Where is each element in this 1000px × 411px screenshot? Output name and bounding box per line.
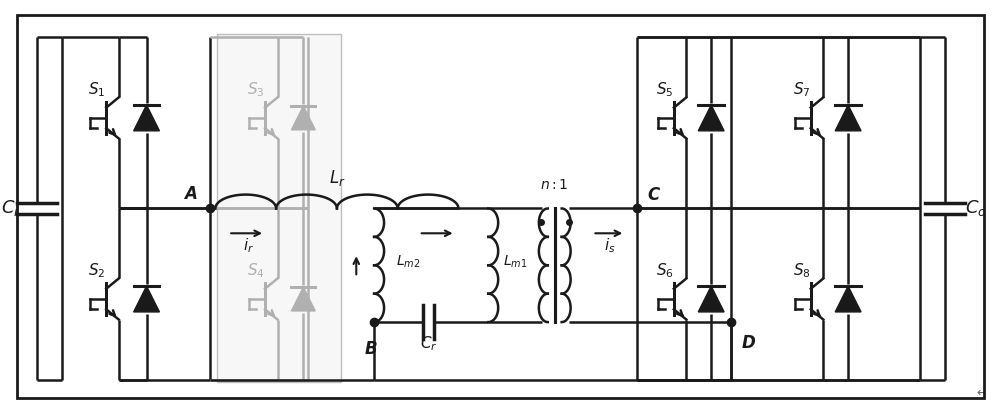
Text: $i_s$: $i_s$ (604, 236, 615, 255)
Text: $S_7$: $S_7$ (793, 80, 810, 99)
Polygon shape (291, 106, 315, 130)
Text: $S_1$: $S_1$ (88, 80, 106, 99)
Polygon shape (698, 105, 724, 131)
Polygon shape (835, 105, 861, 131)
Text: $L_{m2}$: $L_{m2}$ (396, 253, 420, 270)
Text: $S_8$: $S_8$ (793, 261, 810, 280)
Text: $i_r$: $i_r$ (243, 236, 254, 255)
Text: $C_r$: $C_r$ (420, 334, 438, 353)
Text: $C_o$: $C_o$ (965, 199, 986, 219)
Text: $S_2$: $S_2$ (88, 261, 106, 280)
Text: $L_r$: $L_r$ (329, 168, 345, 188)
Text: ↵: ↵ (977, 386, 987, 399)
Polygon shape (291, 287, 315, 311)
Bar (217, 35, 341, 382)
Text: B: B (365, 340, 377, 358)
Text: $S_4$: $S_4$ (247, 261, 265, 280)
Polygon shape (134, 286, 159, 312)
Text: $S_6$: $S_6$ (656, 261, 674, 280)
Text: $n:1$: $n:1$ (540, 178, 569, 192)
Polygon shape (134, 105, 159, 131)
Text: $C_i$: $C_i$ (1, 199, 19, 219)
Text: $S_3$: $S_3$ (247, 80, 265, 99)
Text: $S_5$: $S_5$ (656, 80, 673, 99)
Polygon shape (835, 286, 861, 312)
Text: D: D (741, 334, 755, 352)
Polygon shape (698, 286, 724, 312)
Text: C: C (647, 185, 659, 203)
Text: $L_{m1}$: $L_{m1}$ (503, 253, 528, 270)
Text: A: A (184, 185, 197, 203)
